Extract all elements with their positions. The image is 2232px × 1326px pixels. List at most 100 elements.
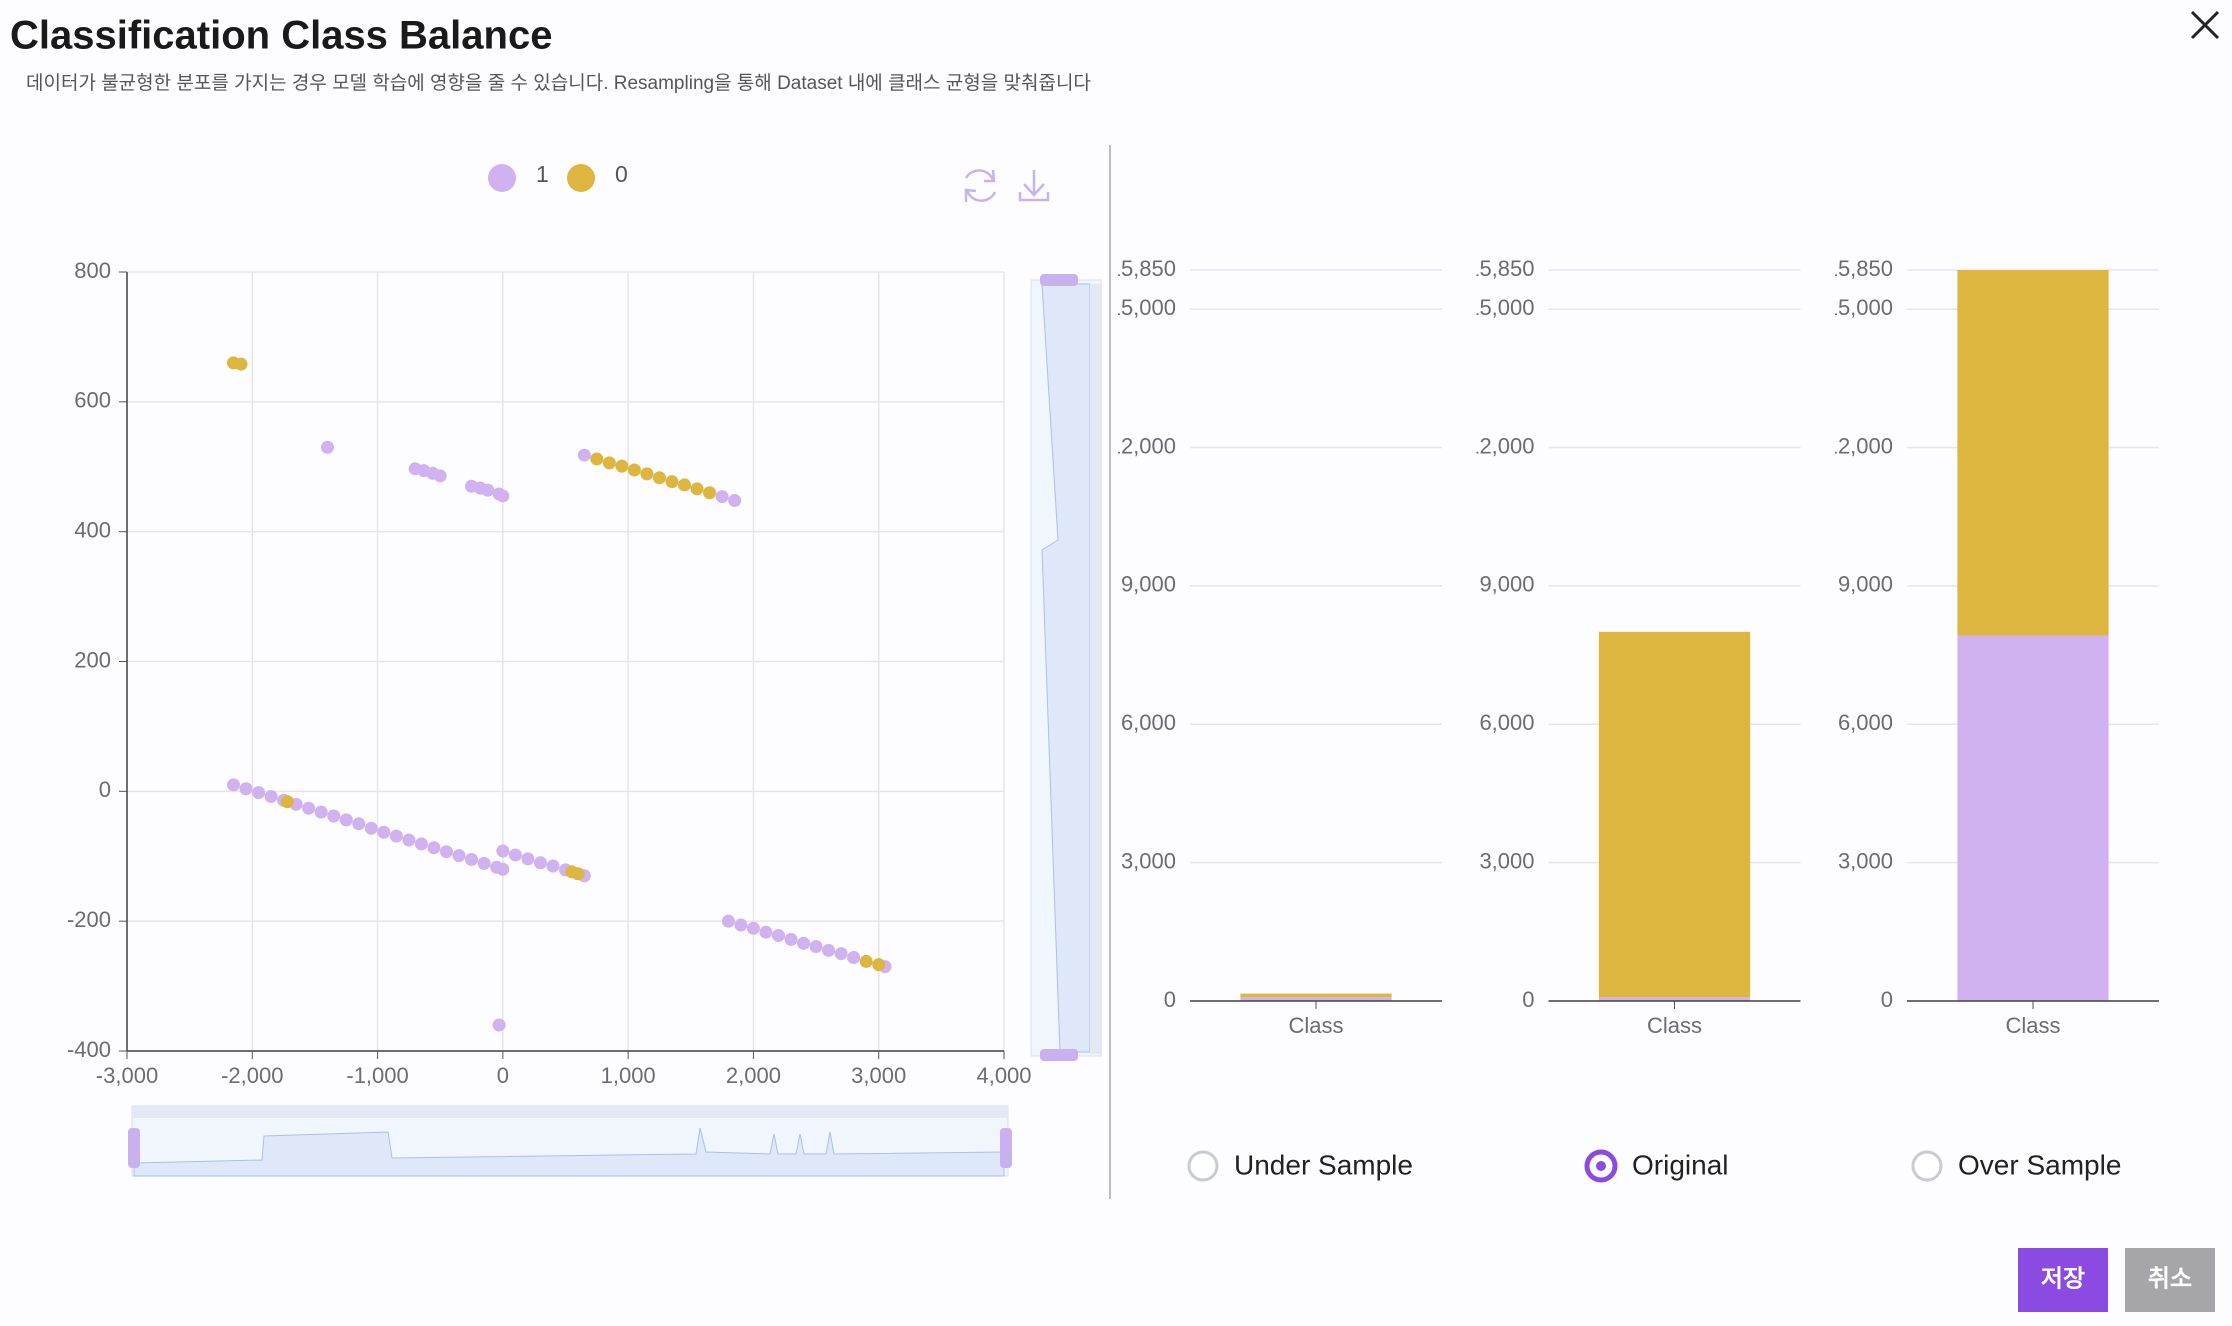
point	[364, 821, 378, 835]
y-tick-label: 15,850	[1467, 256, 1534, 281]
point	[314, 805, 328, 819]
point	[280, 795, 294, 809]
y-tick-label: 400	[74, 517, 111, 542]
point	[678, 478, 692, 492]
slider-handle-bar	[1090, 284, 1102, 1054]
download-icon[interactable]	[1018, 170, 1050, 202]
point	[481, 483, 495, 497]
point	[690, 482, 704, 496]
point	[577, 448, 591, 462]
y-tick-label: 15,000	[1826, 295, 1893, 320]
button-label: 취소	[2148, 1265, 2192, 1292]
x-tick-label: -2,000	[221, 1063, 283, 1088]
point	[703, 486, 717, 500]
point	[615, 459, 629, 473]
y-tick-label: -200	[67, 907, 111, 932]
point	[352, 817, 366, 831]
slider-handle-bar	[132, 1106, 1008, 1118]
y-zoom-slider[interactable]	[1030, 274, 1102, 1061]
y-tick-label: 9,000	[1838, 572, 1893, 597]
point	[452, 849, 466, 863]
point	[759, 925, 773, 939]
point	[834, 947, 848, 961]
title: Classification Class Balance	[10, 14, 552, 58]
x-tick-label: Class	[1288, 1013, 1343, 1038]
point	[602, 456, 616, 470]
x-tick-label: -1,000	[346, 1063, 408, 1088]
point	[859, 954, 873, 968]
point	[264, 790, 278, 804]
close-button[interactable]	[2190, 10, 2220, 40]
y-tick-label: 3,000	[1121, 848, 1176, 873]
slider-handle[interactable]	[1000, 1128, 1012, 1168]
point	[239, 782, 253, 796]
x-tick-label: 1,000	[601, 1063, 656, 1088]
y-tick-label: 0	[1881, 987, 1893, 1012]
point	[721, 914, 735, 928]
radio-label: Original	[1632, 1149, 1728, 1180]
point	[402, 833, 416, 847]
slider-handle[interactable]	[128, 1128, 140, 1168]
y-tick-label: 800	[74, 258, 111, 283]
bar-segment	[1598, 997, 1751, 1001]
y-tick-label: 15,000	[1109, 295, 1176, 320]
legend-label[interactable]: 0	[615, 161, 628, 187]
point	[226, 778, 240, 792]
point	[439, 845, 453, 859]
point	[784, 932, 798, 946]
refresh-arrow	[964, 188, 977, 202]
point	[327, 809, 341, 823]
x-zoom-slider[interactable]	[128, 1105, 1012, 1177]
point	[302, 801, 316, 815]
slider-handle[interactable]	[1040, 1049, 1078, 1061]
point	[389, 829, 403, 843]
legend-marker[interactable]	[567, 164, 595, 192]
point	[433, 469, 447, 483]
point	[746, 921, 760, 935]
point	[571, 867, 585, 881]
y-tick-label: 0	[99, 777, 111, 802]
y-tick-label: 6,000	[1838, 710, 1893, 735]
radio-button[interactable]	[1187, 1150, 1219, 1182]
point	[771, 928, 785, 942]
radio-button[interactable]	[1911, 1150, 1943, 1182]
subtitle: 데이터가 불균형한 분포를 가지는 경우 모델 학습에 영향을 줄 수 있습니다…	[26, 72, 1091, 94]
y-tick-label: 0	[1522, 987, 1534, 1012]
bar-chart: 0 3,000 6,000 9,000 12,000 15,000 15,850 Class	[1467, 256, 1801, 1038]
point	[809, 939, 823, 953]
point	[377, 825, 391, 839]
y-tick-label: 0	[1164, 987, 1176, 1012]
point	[320, 440, 334, 454]
point	[847, 951, 861, 965]
x-tick-label: Class	[2005, 1013, 2060, 1038]
point	[822, 943, 836, 957]
refresh-icon[interactable]	[964, 169, 997, 202]
refresh-arc	[965, 189, 997, 202]
radio-option[interactable]: Under Sample	[1187, 1149, 1413, 1182]
y-tick-label: 6,000	[1121, 710, 1176, 735]
bar-segment	[1240, 993, 1392, 998]
x-tick-label: Class	[1647, 1013, 1702, 1038]
y-tick-label: 15,850	[1109, 256, 1176, 281]
slider-shape	[133, 1127, 1005, 1177]
radio-label: Under Sample	[1234, 1149, 1413, 1180]
point	[496, 844, 510, 858]
slider-handle[interactable]	[1040, 274, 1078, 286]
point	[496, 862, 510, 876]
cancel-button[interactable]: 취소	[2125, 1248, 2215, 1312]
point	[734, 918, 748, 932]
legend-label[interactable]: 1	[536, 161, 549, 187]
save-button[interactable]: 저장	[2018, 1248, 2108, 1312]
point	[477, 856, 491, 870]
radio-option[interactable]: Over Sample	[1911, 1149, 2121, 1182]
radio-label: Over Sample	[1958, 1149, 2121, 1180]
point	[414, 837, 428, 851]
y-tick-label: 9,000	[1121, 572, 1176, 597]
point	[728, 494, 742, 508]
point	[465, 852, 479, 866]
point	[533, 856, 547, 870]
download-glyph	[1018, 170, 1050, 202]
radio-option[interactable]: Original	[1584, 1149, 1728, 1183]
legend-marker[interactable]	[488, 164, 516, 192]
